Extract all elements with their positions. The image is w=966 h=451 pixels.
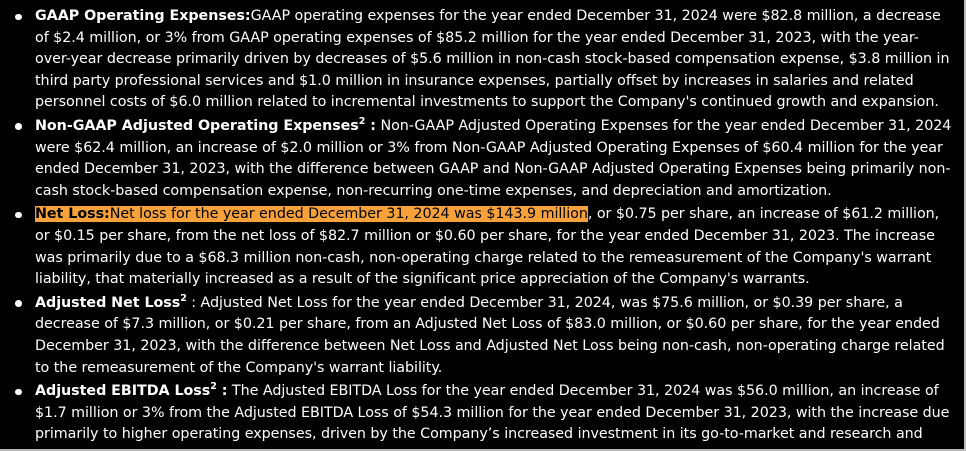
highlighted-text: Net loss for the year ended December 31,… [109, 206, 588, 223]
bullet-title: Net Loss: [35, 206, 110, 223]
bullet-title-text: Adjusted Net Loss [35, 294, 181, 311]
footnote-marker: 2 [358, 116, 366, 128]
bullet-title: Adjusted EBITDA Loss2 : [35, 381, 228, 400]
bullet-title-text: Non-GAAP Adjusted Operating Expenses [35, 117, 359, 134]
bullet-title-suffix: : [365, 117, 376, 134]
bullet-title-text: Adjusted EBITDA Loss [35, 383, 211, 400]
bullet-body: : Adjusted Net Loss for the year ended D… [35, 294, 945, 376]
bullet-title-suffix: : [216, 383, 228, 400]
bullet-net-loss: Net Loss:Net loss for the year ended Dec… [0, 204, 964, 290]
footnote-marker: 2 [180, 292, 187, 304]
bullet-title-text: GAAP Operating Expenses: [35, 8, 251, 24]
bullet-non-gaap-adjusted-operating-expenses: Non-GAAP Adjusted Operating Expenses2 : … [0, 116, 964, 202]
bullet-body: Non-GAAP Adjusted Operating Expenses for… [35, 117, 952, 199]
results-bullet-list: GAAP Operating Expenses:GAAP operating e… [0, 6, 964, 449]
footnote-marker: 2 [210, 381, 217, 393]
bullet-title: Non-GAAP Adjusted Operating Expenses2 : [35, 116, 376, 134]
bullet-title: Adjusted Net Loss2 [35, 292, 187, 311]
highlighted-passage: Net Loss:Net loss for the year ended Dec… [35, 206, 588, 223]
bullet-adjusted-ebitda-loss: Adjusted EBITDA Loss2 : The Adjusted EBI… [0, 381, 964, 449]
bullet-body: The Adjusted EBITDA Loss for the year en… [35, 383, 950, 449]
bullet-body: , or $0.75 per share, an increase of $61… [35, 206, 940, 288]
bullet-body: GAAP operating expenses for the year end… [35, 8, 950, 111]
bullet-gaap-operating-expenses: GAAP Operating Expenses:GAAP operating e… [0, 6, 964, 114]
bullet-title: GAAP Operating Expenses: [35, 8, 251, 24]
bullet-adjusted-net-loss: Adjusted Net Loss2 : Adjusted Net Loss f… [0, 292, 964, 379]
